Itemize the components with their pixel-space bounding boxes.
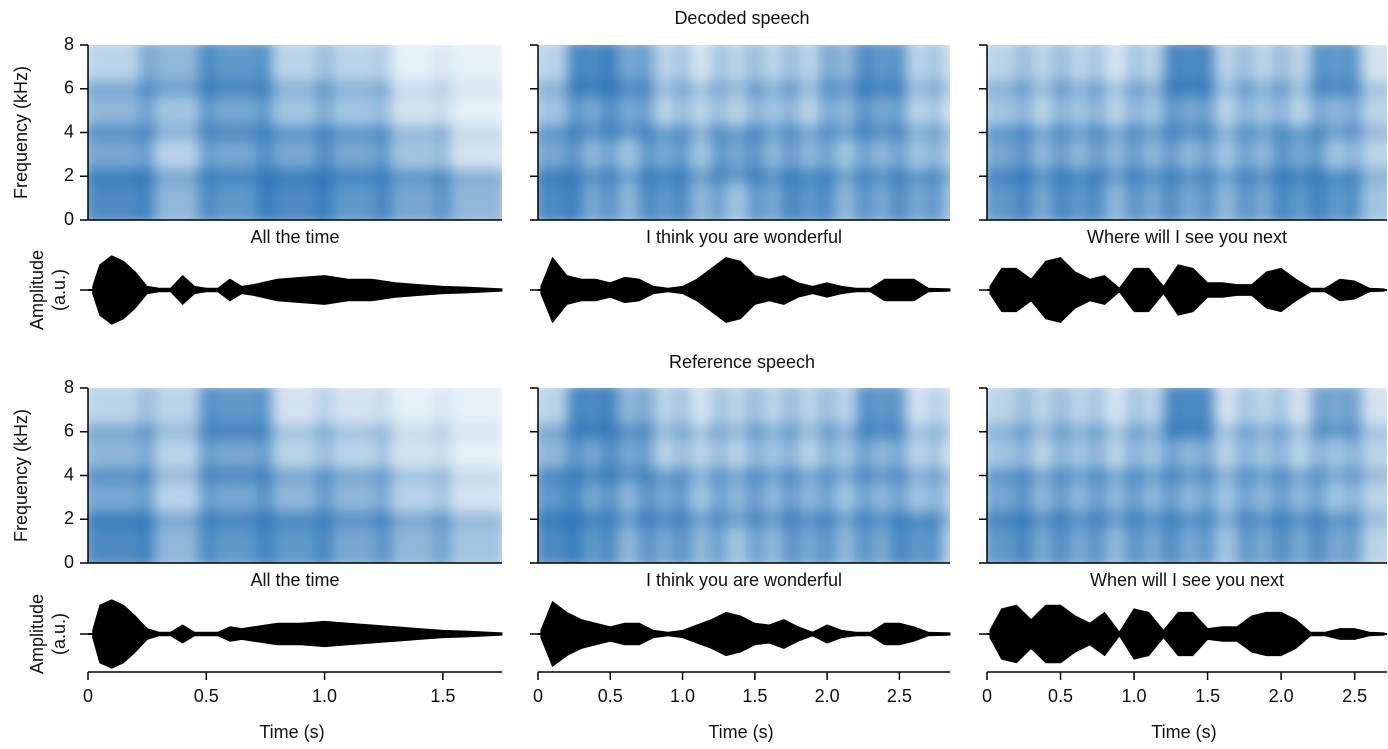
- y-tick-label: 8: [64, 377, 74, 397]
- x-tick-label: 2.5: [1342, 686, 1367, 706]
- x-tick-label: 0.5: [194, 686, 219, 706]
- y-tick-label: 6: [64, 421, 74, 441]
- spectrogram-cells: [987, 388, 1387, 563]
- y-tick-label: 2: [64, 508, 74, 528]
- spectrogram: [538, 388, 950, 563]
- caption: All the time: [250, 227, 339, 247]
- spectrogram-cells: [88, 45, 502, 220]
- section-title: Decoded speech: [674, 8, 809, 28]
- caption: When will I see you next: [1090, 570, 1284, 590]
- caption: I think you are wonderful: [646, 570, 842, 590]
- spectrogram-cells: [987, 45, 1387, 220]
- y-tick-label: 6: [64, 78, 74, 98]
- spectrogram-cell: [929, 126, 950, 183]
- spectrogram: [538, 45, 950, 220]
- x-axis-label: Time (s): [708, 722, 773, 742]
- y-axis-label: Frequency (kHz): [11, 66, 31, 199]
- spectrogram-cell: [436, 388, 502, 438]
- spectrogram-cell: [436, 45, 502, 95]
- spectrogram-cell: [929, 170, 950, 220]
- caption: I think you are wonderful: [646, 227, 842, 247]
- caption: Where will I see you next: [1087, 227, 1287, 247]
- y-tick-label: 0: [64, 552, 74, 572]
- y-tick-label: 2: [64, 165, 74, 185]
- x-tick-label: 2.5: [887, 686, 912, 706]
- x-tick-label: 1.0: [1122, 686, 1147, 706]
- x-tick-label: 2.0: [1269, 686, 1294, 706]
- amplitude-label: (a.u.): [49, 613, 69, 655]
- y-tick-label: 8: [64, 34, 74, 54]
- x-tick-label: 1.5: [742, 686, 767, 706]
- x-axis-label: Time (s): [1151, 722, 1216, 742]
- y-tick-label: 0: [64, 209, 74, 229]
- spectrogram-cell: [929, 469, 950, 526]
- spectrogram-cell: [929, 82, 950, 139]
- x-tick-label: 0: [83, 686, 93, 706]
- y-axis-label: Frequency (kHz): [11, 409, 31, 542]
- x-tick-label: 0: [533, 686, 543, 706]
- spectrogram-cell: [1348, 388, 1387, 438]
- section-title: Reference speech: [669, 352, 815, 372]
- x-axis-label: Time (s): [259, 722, 324, 742]
- spectrogram-cell: [929, 45, 950, 95]
- x-tick-label: 0.5: [1048, 686, 1073, 706]
- x-tick-label: 2.0: [815, 686, 840, 706]
- x-tick-label: 0.5: [598, 686, 623, 706]
- spectrogram-cells: [538, 388, 950, 563]
- y-tick-label: 4: [64, 121, 74, 141]
- amplitude-label: Amplitude: [27, 594, 47, 674]
- spectrogram: [88, 45, 502, 220]
- x-tick-label: 1.0: [670, 686, 695, 706]
- spectrogram-cells: [88, 388, 502, 563]
- spectrogram-cell: [929, 513, 950, 563]
- x-tick-label: 1.5: [1195, 686, 1220, 706]
- spectrogram-cell: [929, 425, 950, 482]
- spectrogram-cells: [538, 45, 950, 220]
- amplitude-label: Amplitude: [27, 250, 47, 330]
- spectrogram-cell: [1348, 45, 1387, 95]
- y-tick-label: 4: [64, 464, 74, 484]
- x-tick-label: 0: [982, 686, 992, 706]
- amplitude-label: (a.u.): [49, 269, 69, 311]
- x-tick-label: 1.0: [312, 686, 337, 706]
- x-tick-label: 1.5: [430, 686, 455, 706]
- spectrogram: [88, 388, 502, 563]
- spectrogram: [987, 45, 1387, 220]
- spectrogram-cell: [929, 388, 950, 438]
- caption: All the time: [250, 570, 339, 590]
- spectrogram: [987, 388, 1387, 563]
